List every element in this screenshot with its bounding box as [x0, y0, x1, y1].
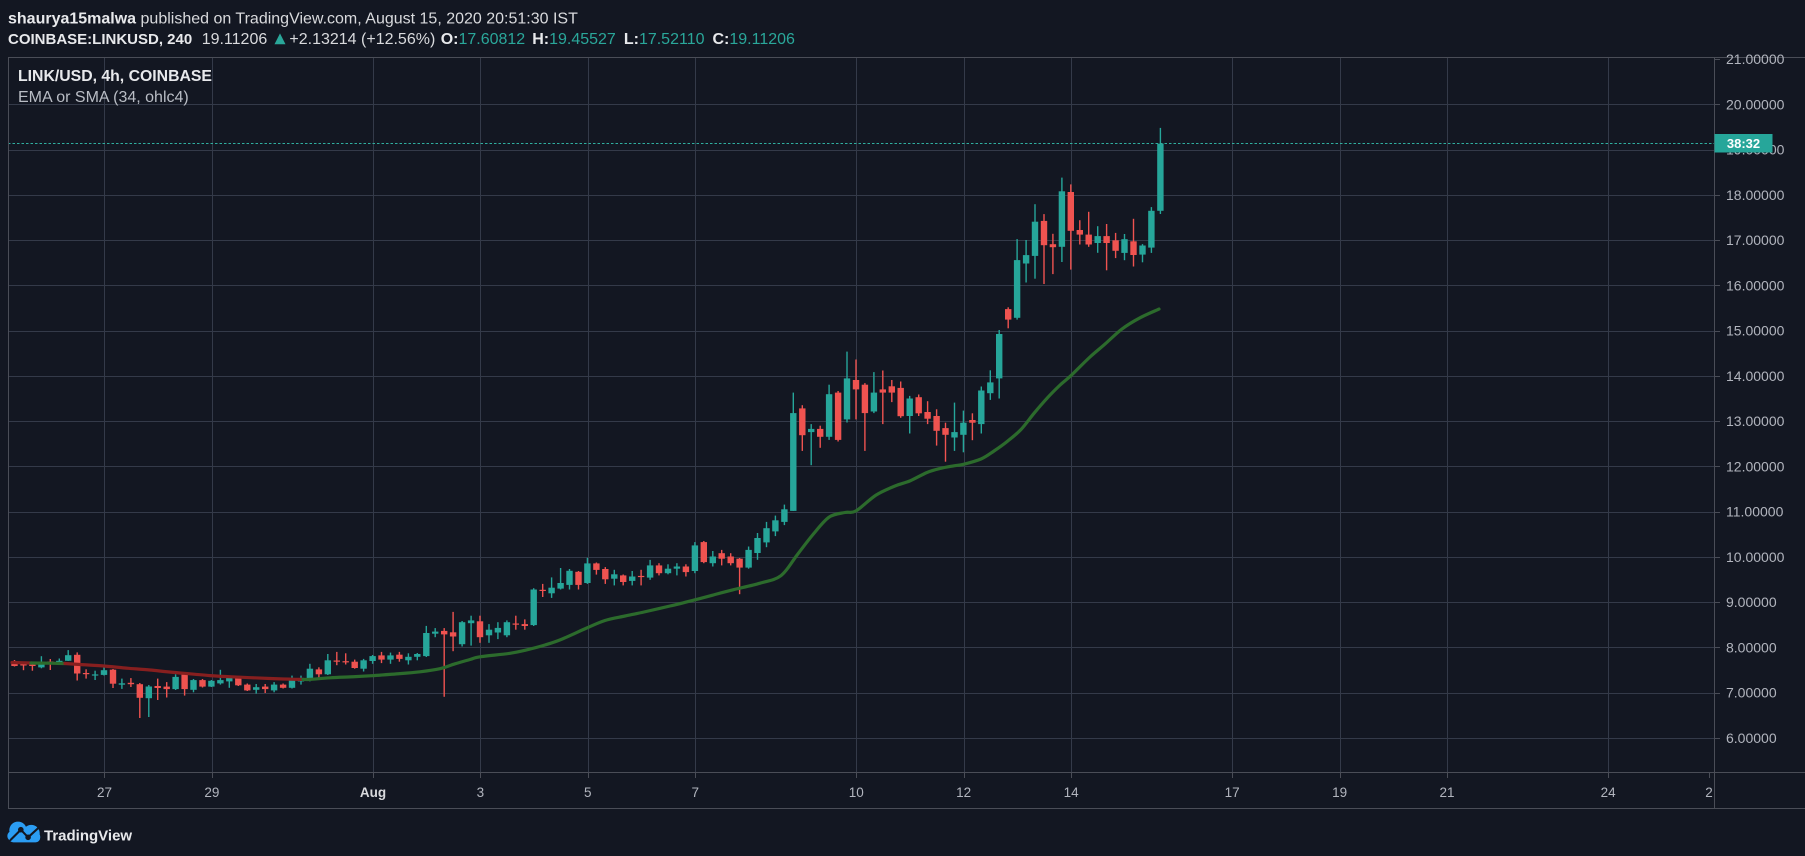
svg-text:COINBASE:LINKUSD, 240: COINBASE:LINKUSD, 240 — [8, 31, 192, 48]
svg-text:2: 2 — [1705, 785, 1713, 800]
svg-text:12.00000: 12.00000 — [1726, 458, 1785, 474]
svg-text:14: 14 — [1064, 785, 1080, 800]
svg-text:7.00000: 7.00000 — [1726, 685, 1777, 701]
svg-text:38:32: 38:32 — [1727, 136, 1760, 151]
svg-text:21.00000: 21.00000 — [1726, 51, 1785, 67]
svg-text:6.00000: 6.00000 — [1726, 730, 1777, 746]
svg-text:18.00000: 18.00000 — [1726, 187, 1785, 203]
svg-text:Aug: Aug — [360, 785, 386, 800]
svg-text:TradingView: TradingView — [44, 828, 132, 845]
svg-text:13.00000: 13.00000 — [1726, 413, 1785, 429]
svg-text:16.00000: 16.00000 — [1726, 277, 1785, 293]
svg-text:EMA or SMA (34, ohlc4): EMA or SMA (34, ohlc4) — [18, 89, 189, 106]
svg-text:shaurya15malwa published on Tr: shaurya15malwa published on TradingView.… — [8, 11, 578, 28]
svg-text:19.11206: 19.11206 — [202, 31, 268, 48]
svg-text:7: 7 — [691, 785, 699, 800]
svg-text:14.00000: 14.00000 — [1726, 368, 1785, 384]
svg-text:17.00000: 17.00000 — [1726, 232, 1785, 248]
svg-text:15.00000: 15.00000 — [1726, 323, 1785, 339]
svg-text:11.00000: 11.00000 — [1726, 504, 1784, 520]
svg-text:3: 3 — [477, 785, 485, 800]
svg-text:+2.13214 (+12.56%): +2.13214 (+12.56%) — [289, 31, 435, 48]
svg-text:5: 5 — [584, 785, 592, 800]
svg-text:9.00000: 9.00000 — [1726, 594, 1777, 610]
svg-text:LINK/USD, 4h, COINBASE: LINK/USD, 4h, COINBASE — [18, 68, 212, 85]
svg-text:19: 19 — [1332, 785, 1347, 800]
svg-text:17: 17 — [1225, 785, 1240, 800]
svg-text:10.00000: 10.00000 — [1726, 549, 1785, 565]
svg-text:10: 10 — [849, 785, 864, 800]
svg-text:24: 24 — [1601, 785, 1617, 800]
svg-text:27: 27 — [97, 785, 112, 800]
svg-text:29: 29 — [204, 785, 219, 800]
svg-text:12: 12 — [956, 785, 971, 800]
svg-text:21: 21 — [1439, 785, 1454, 800]
svg-text:8.00000: 8.00000 — [1726, 639, 1777, 655]
svg-text:20.00000: 20.00000 — [1726, 96, 1785, 112]
